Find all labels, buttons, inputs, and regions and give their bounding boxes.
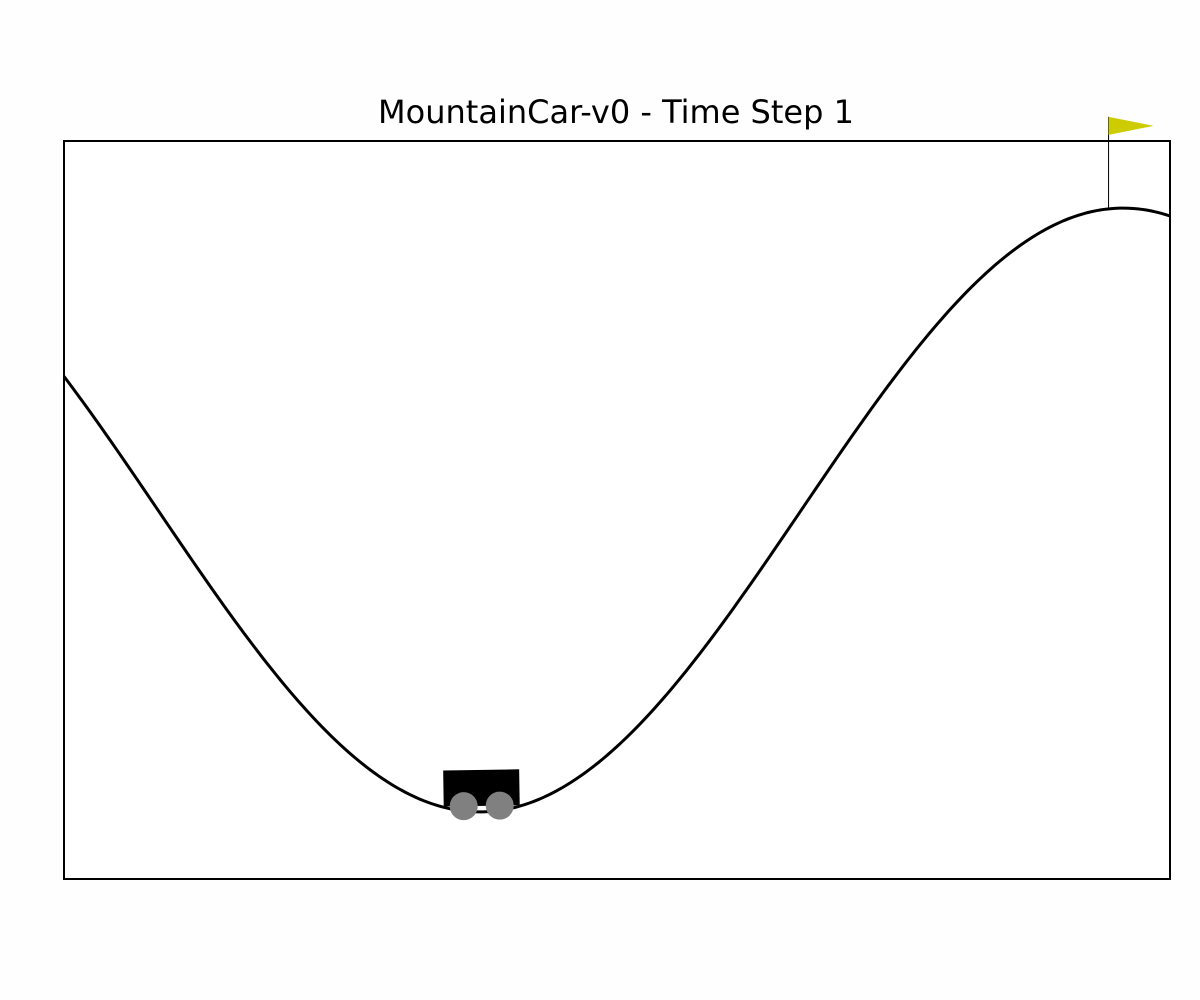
- flag-icon: [1108, 116, 1154, 135]
- frame-title: MountainCar-v0 - Time Step 1: [378, 93, 854, 131]
- mountain-track: [62, 206, 1171, 814]
- car-icon: [443, 769, 520, 821]
- rear-wheel: [449, 792, 478, 821]
- goal-flag: [1108, 116, 1154, 209]
- front-wheel: [485, 791, 514, 820]
- plot-frame: [63, 140, 1171, 880]
